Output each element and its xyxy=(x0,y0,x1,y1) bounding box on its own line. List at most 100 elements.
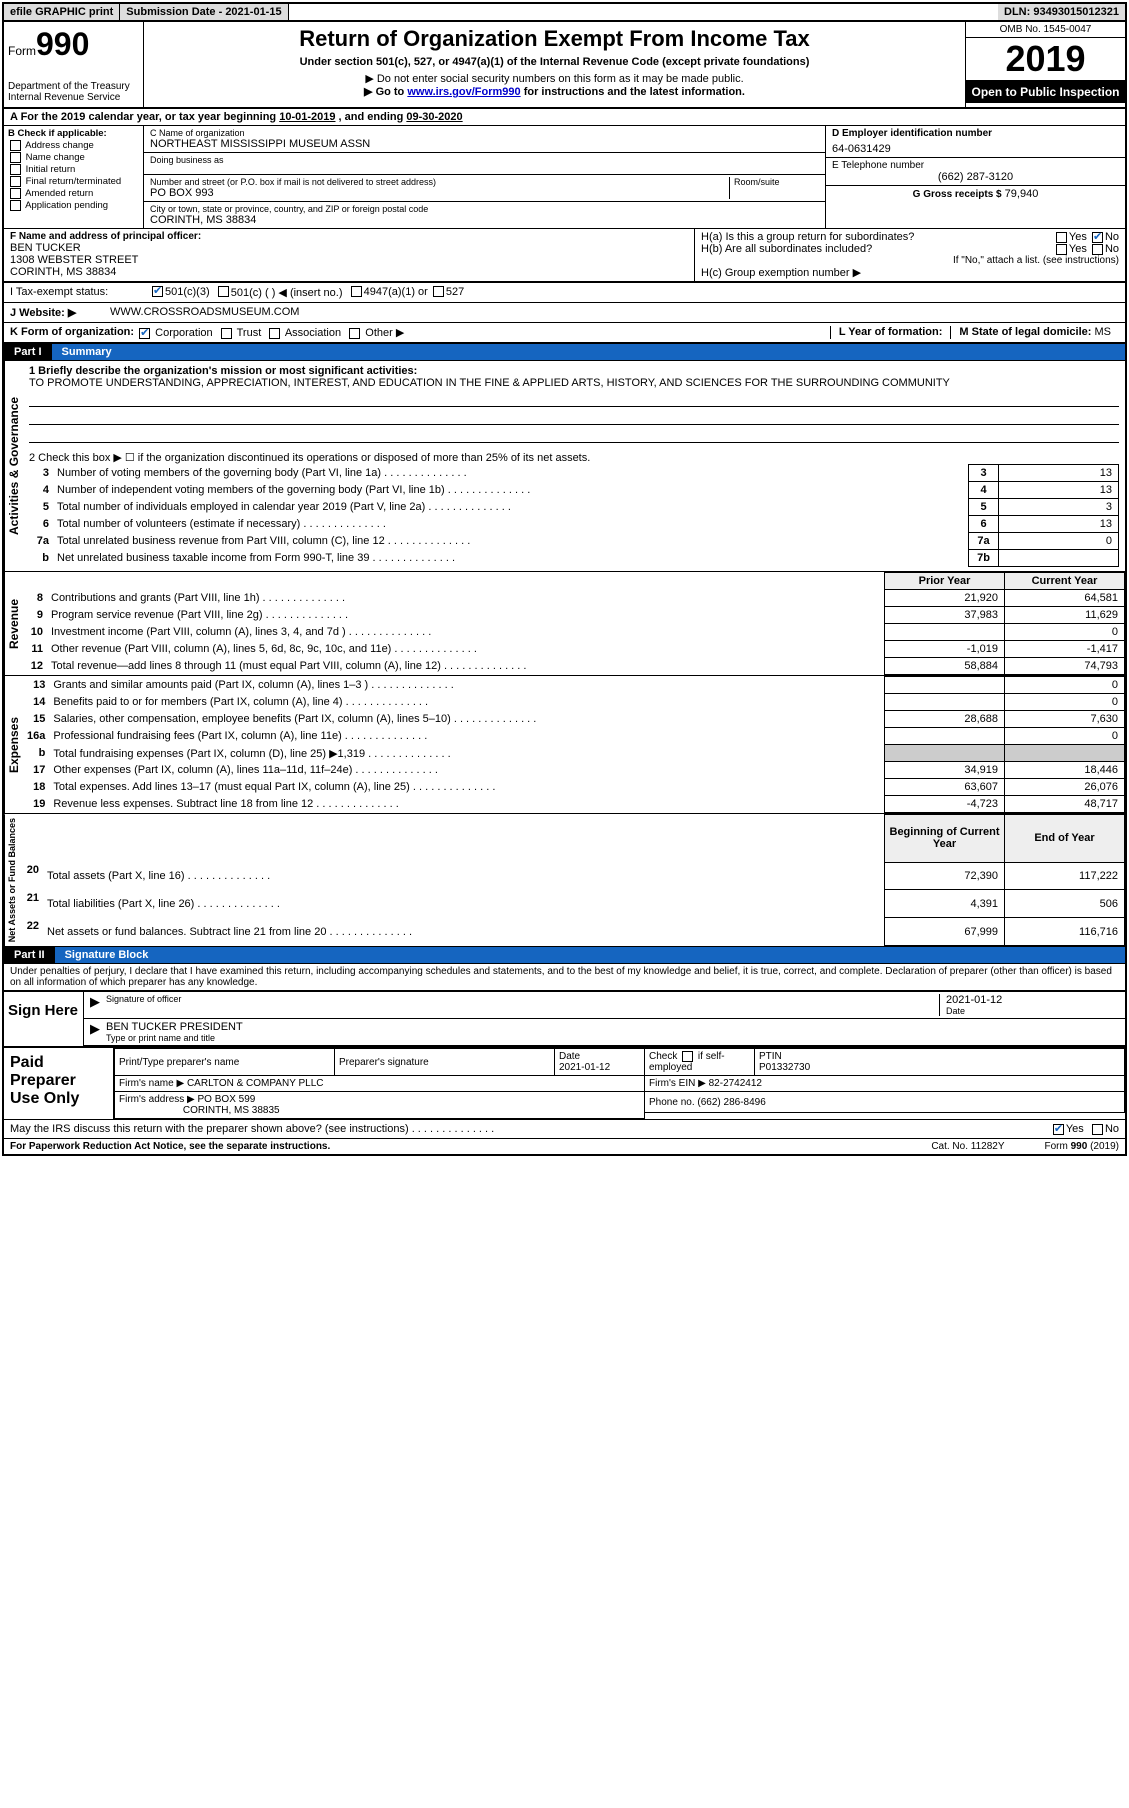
footer-mid: Cat. No. 11282Y xyxy=(931,1141,1004,1152)
net-vlabel: Net Assets or Fund Balances xyxy=(4,814,19,946)
org-name: NORTHEAST MISSISSIPPI MUSEUM ASSN xyxy=(150,138,819,150)
hb-note: If "No," attach a list. (see instruction… xyxy=(701,255,1119,266)
officer-addr2: CORINTH, MS 38834 xyxy=(10,266,688,278)
firm-addr1: PO BOX 599 xyxy=(198,1094,256,1105)
firm-addr2: CORINTH, MS 38835 xyxy=(183,1105,280,1116)
hb-no: No xyxy=(1105,243,1119,255)
hc-label: H(c) Group exemption number ▶ xyxy=(701,266,1119,279)
j-label: J Website: ▶ xyxy=(10,306,110,319)
m-value: MS xyxy=(1095,326,1112,338)
b-checkbox-item[interactable]: Final return/terminated xyxy=(8,176,139,187)
firm-ein-label: Firm's EIN ▶ xyxy=(649,1078,706,1089)
ptin-value: P01332730 xyxy=(759,1062,810,1073)
sig-date: 2021-01-12 xyxy=(946,994,1119,1006)
expenses-vlabel: Expenses xyxy=(4,676,23,813)
discuss-no-checkbox[interactable] xyxy=(1092,1124,1103,1135)
501c-checkbox[interactable] xyxy=(218,286,229,297)
period-b: , and ending xyxy=(335,111,406,123)
section-deg: D Employer identification number 64-0631… xyxy=(825,126,1125,228)
firm-name: CARLTON & COMPANY PLLC xyxy=(187,1078,324,1089)
addr-label: Number and street (or P.O. box if mail i… xyxy=(150,177,729,187)
opt-4947: 4947(a)(1) or xyxy=(364,286,428,299)
efile-label: efile GRAPHIC print xyxy=(4,4,120,20)
ha-yes: Yes xyxy=(1069,231,1087,243)
c-name-label: C Name of organization xyxy=(150,128,819,138)
sig-date-label: Date xyxy=(946,1006,1119,1016)
b-label: B Check if applicable: xyxy=(8,128,139,139)
form-number: Form990 xyxy=(8,26,139,63)
header: Form990 Department of the Treasury Inter… xyxy=(4,22,1125,109)
l-label: L Year of formation: xyxy=(839,326,943,338)
self-employed-checkbox[interactable] xyxy=(682,1051,693,1062)
b-checkbox-item[interactable]: Amended return xyxy=(8,188,139,199)
website-value: WWW.CROSSROADSMUSEUM.COM xyxy=(110,306,299,319)
sig-officer-label: Signature of officer xyxy=(106,994,939,1004)
sign-section: Sign Here ▶ Signature of officer 2021-01… xyxy=(4,990,1125,1046)
irs-link[interactable]: www.irs.gov/Form990 xyxy=(407,86,520,98)
addr-value: PO BOX 993 xyxy=(150,187,729,199)
mission-text: TO PROMOTE UNDERSTANDING, APPRECIATION, … xyxy=(29,377,1119,389)
top-bar: efile GRAPHIC print Submission Date - 20… xyxy=(4,4,1125,22)
part-ii-num: Part II xyxy=(4,947,55,963)
section-h: H(a) Is this a group return for subordin… xyxy=(695,229,1125,281)
part-i-num: Part I xyxy=(4,344,52,360)
b-checkbox-item[interactable]: Initial return xyxy=(8,164,139,175)
penalties-text: Under penalties of perjury, I declare th… xyxy=(4,964,1125,990)
k-opt-checkbox[interactable] xyxy=(139,328,150,339)
discuss-no: No xyxy=(1105,1123,1119,1135)
omb-number: OMB No. 1545-0047 xyxy=(966,22,1125,38)
preparer-table: Print/Type preparer's name Preparer's si… xyxy=(114,1048,1125,1119)
527-checkbox[interactable] xyxy=(433,286,444,297)
paid-label: Paid Preparer Use Only xyxy=(4,1048,114,1119)
g-label: G Gross receipts $ xyxy=(913,189,1002,200)
b-checkbox-item[interactable]: Application pending xyxy=(8,200,139,211)
footer-right: Form 990 (2019) xyxy=(1045,1141,1119,1152)
ha-yes-checkbox[interactable] xyxy=(1056,232,1067,243)
dln-label: DLN: 93493015012321 xyxy=(998,4,1125,20)
tax-status-row: I Tax-exempt status: 501(c)(3) 501(c) ( … xyxy=(4,282,1125,302)
lines-revenue: Prior YearCurrent Year8Contributions and… xyxy=(23,572,1125,675)
opt-501c3: 501(c)(3) xyxy=(165,286,210,299)
section-bcdefg: B Check if applicable: Address change Na… xyxy=(4,126,1125,229)
prep-date: 2021-01-12 xyxy=(559,1062,610,1073)
ptin-label: PTIN xyxy=(759,1051,782,1062)
header-mid: Return of Organization Exempt From Incom… xyxy=(144,22,965,107)
ha-no-checkbox[interactable] xyxy=(1092,232,1103,243)
ha-label: H(a) Is this a group return for subordin… xyxy=(701,231,914,243)
ein-value: 64-0631429 xyxy=(832,143,1119,155)
period-a: A For the 2019 calendar year, or tax yea… xyxy=(10,111,279,123)
activities-vlabel: Activities & Governance xyxy=(4,361,23,571)
city-label: City or town, state or province, country… xyxy=(150,204,819,214)
501c3-checkbox[interactable] xyxy=(152,286,163,297)
firm-ein: 82-2742412 xyxy=(709,1078,762,1089)
mission-blank-1 xyxy=(29,391,1119,407)
header-left: Form990 Department of the Treasury Inter… xyxy=(4,22,144,107)
b-checkbox-item[interactable]: Address change xyxy=(8,140,139,151)
period-end: 09-30-2020 xyxy=(406,111,462,123)
section-b: B Check if applicable: Address change Na… xyxy=(4,126,144,228)
revenue-section: Revenue Prior YearCurrent Year8Contribut… xyxy=(4,571,1125,675)
tax-year: 2019 xyxy=(966,38,1125,81)
expenses-section: Expenses 13Grants and similar amounts pa… xyxy=(4,675,1125,813)
open-inspection: Open to Public Inspection xyxy=(966,81,1125,103)
form-990-num: 990 xyxy=(36,26,89,62)
hb-no-checkbox[interactable] xyxy=(1092,244,1103,255)
hb-yes-checkbox[interactable] xyxy=(1056,244,1067,255)
officer-addr1: 1308 WEBSTER STREET xyxy=(10,254,688,266)
k-opt-checkbox[interactable] xyxy=(349,328,360,339)
print-name-label: Type or print name and title xyxy=(106,1033,1119,1043)
k-opt-checkbox[interactable] xyxy=(269,328,280,339)
firm-phone-label: Phone no. xyxy=(649,1097,695,1108)
revenue-vlabel: Revenue xyxy=(4,572,23,675)
k-opt-checkbox[interactable] xyxy=(221,328,232,339)
mission-blank-3 xyxy=(29,427,1119,443)
b-checkbox-item[interactable]: Name change xyxy=(8,152,139,163)
discuss-yes-checkbox[interactable] xyxy=(1053,1124,1064,1135)
i-label: I Tax-exempt status: xyxy=(10,286,150,299)
note-pre: ▶ Go to xyxy=(364,86,407,98)
firm-phone: (662) 286-8496 xyxy=(697,1097,765,1108)
department-label: Department of the Treasury Internal Reve… xyxy=(8,81,139,103)
4947-checkbox[interactable] xyxy=(351,286,362,297)
note-ssn: ▶ Do not enter social security numbers o… xyxy=(148,72,961,85)
section-c: C Name of organization NORTHEAST MISSISS… xyxy=(144,126,825,228)
